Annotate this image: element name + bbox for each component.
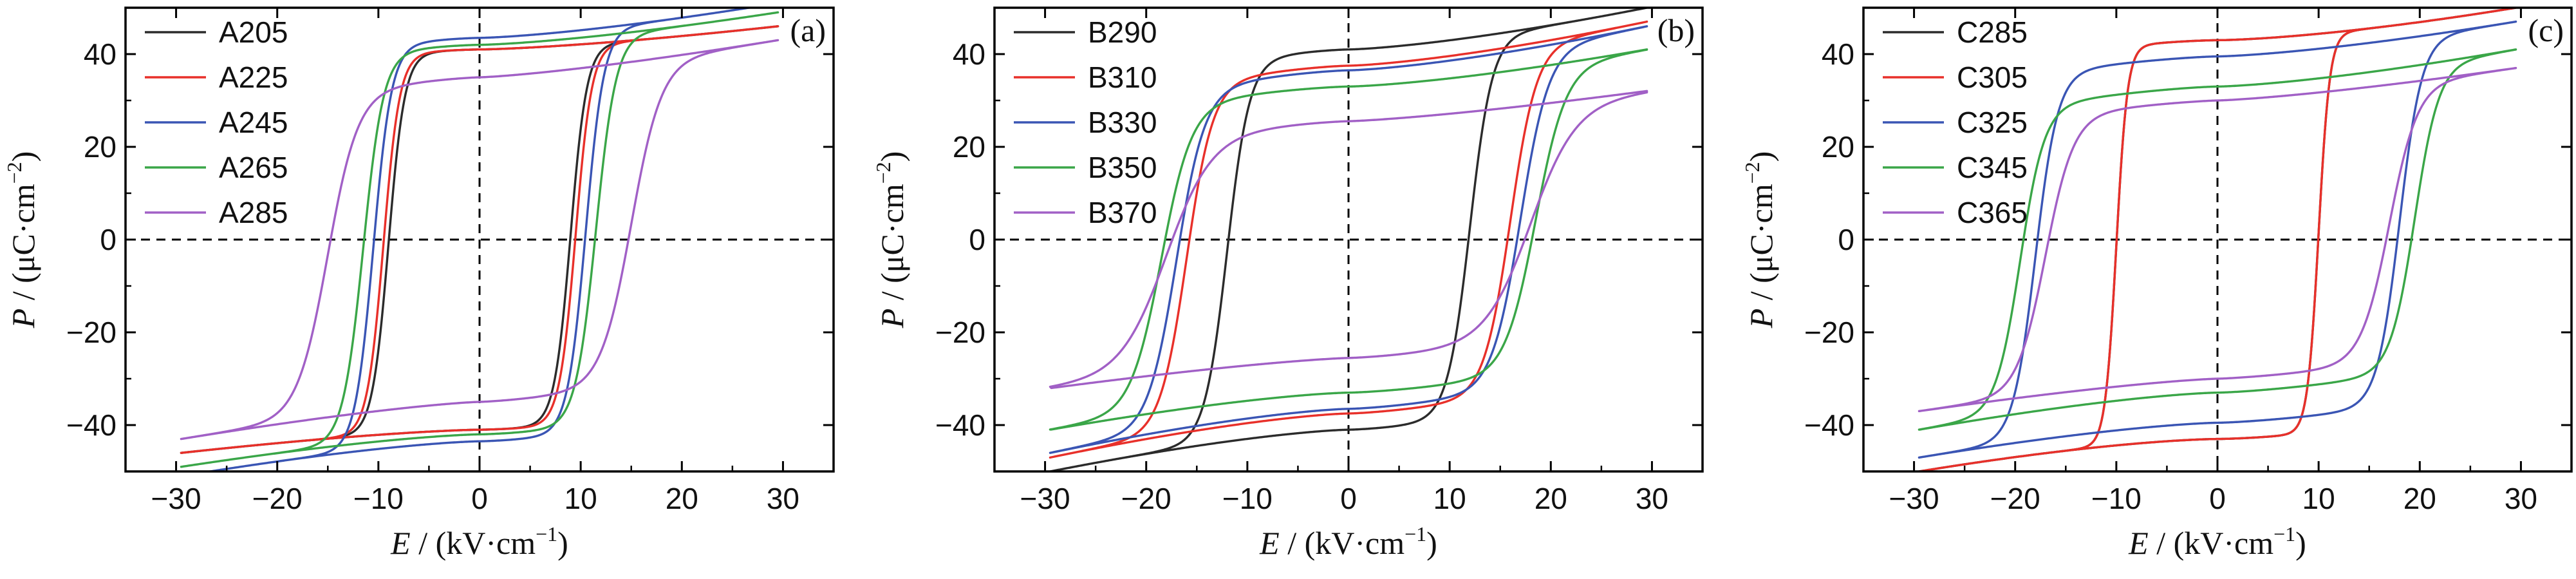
legend-label: C285 bbox=[1957, 15, 2028, 49]
x-axis-title: E / (kV·cm−1) bbox=[1259, 522, 1437, 561]
series-line-a225 bbox=[180, 25, 779, 454]
panel-3: −30 −20 −10 0 10 20 30 −40 −20 0 20 40 E / (kV·cm−1)… bbox=[1741, 6, 2573, 561]
x-tick-label: 30 bbox=[2505, 482, 2537, 515]
x-tick-label: 0 bbox=[2209, 482, 2226, 515]
series-line-c325 bbox=[1918, 20, 2517, 459]
legend: C285 C305 C325 C345 C365 bbox=[1883, 15, 2028, 229]
series-line-b290 bbox=[1049, 8, 1648, 471]
x-tick-label: 20 bbox=[666, 482, 698, 515]
y-tick-label: 0 bbox=[1838, 223, 1854, 256]
legend-label: A285 bbox=[219, 196, 288, 229]
legend-label: B290 bbox=[1088, 15, 1157, 49]
legend-label: C345 bbox=[1957, 151, 2028, 184]
series-group bbox=[180, 8, 779, 471]
legend-label: A265 bbox=[219, 151, 288, 184]
y-tick-label: −40 bbox=[1804, 408, 1854, 442]
y-tick-label: −20 bbox=[1804, 316, 1854, 349]
y-tick-label: −40 bbox=[66, 408, 117, 442]
x-tick-label: −10 bbox=[353, 482, 404, 515]
y-tick-label: 20 bbox=[1822, 130, 1854, 164]
x-tick-label: −30 bbox=[1020, 482, 1070, 515]
x-tick-label: 20 bbox=[2403, 482, 2436, 515]
x-tick-label: 10 bbox=[2302, 482, 2335, 515]
x-tick-label: 30 bbox=[1636, 482, 1668, 515]
series-line-c365 bbox=[1918, 66, 2517, 413]
legend-label: A205 bbox=[219, 15, 288, 49]
y-tick-label: −20 bbox=[66, 316, 117, 349]
y-tick-label: 40 bbox=[84, 37, 117, 71]
panel-label: (c) bbox=[2528, 12, 2564, 48]
series-line-a285 bbox=[180, 39, 779, 441]
y-tick-label: −20 bbox=[935, 316, 985, 349]
x-tick-label: 10 bbox=[1433, 482, 1466, 515]
legend-label: C365 bbox=[1957, 196, 2028, 229]
x-tick-label: 0 bbox=[1340, 482, 1357, 515]
x-tick-label: −20 bbox=[1121, 482, 1171, 515]
y-tick-label: 0 bbox=[100, 223, 117, 256]
y-axis-title: P / (μC·cm−2) bbox=[872, 151, 910, 329]
y-tick-label: 0 bbox=[969, 223, 985, 256]
legend-label: C325 bbox=[1957, 106, 2028, 139]
panel-label: (b) bbox=[1657, 12, 1695, 48]
x-tick-label: 0 bbox=[471, 482, 488, 515]
panel-1: −30 −20 −10 0 10 20 30 −40 −20 0 20 40 E / (kV·cm−1)… bbox=[3, 6, 835, 561]
x-axis-title: E / (kV·cm−1) bbox=[2128, 522, 2306, 561]
legend-label: B350 bbox=[1088, 151, 1157, 184]
series-line-c345 bbox=[1918, 48, 2517, 431]
series-group bbox=[1918, 8, 2517, 471]
series-line-b330 bbox=[1049, 25, 1648, 454]
x-tick-label: −20 bbox=[1990, 482, 2040, 515]
series-line-b310 bbox=[1049, 20, 1648, 459]
y-tick-label: 40 bbox=[1822, 37, 1854, 71]
panel-label: (a) bbox=[790, 12, 826, 48]
legend: A205 A225 A245 A265 A285 bbox=[145, 15, 288, 229]
series-line-b350 bbox=[1049, 48, 1648, 431]
legend-label: B330 bbox=[1088, 106, 1157, 139]
panel-2: −30 −20 −10 0 10 20 30 −40 −20 0 20 40 E / (kV·cm−1)… bbox=[872, 6, 1704, 561]
x-axis-title: E / (kV·cm−1) bbox=[390, 522, 568, 561]
x-tick-label: 20 bbox=[1535, 482, 1567, 515]
x-tick-label: −30 bbox=[1889, 482, 1939, 515]
x-tick-label: −20 bbox=[252, 482, 303, 515]
x-tick-label: −30 bbox=[151, 482, 201, 515]
legend-label: C305 bbox=[1957, 61, 2028, 94]
x-tick-label: 10 bbox=[565, 482, 597, 515]
series-group bbox=[1049, 8, 1648, 471]
legend-label: A225 bbox=[219, 61, 288, 94]
series-line-b370 bbox=[1049, 90, 1648, 390]
y-tick-label: 40 bbox=[953, 37, 985, 71]
y-tick-label: −40 bbox=[935, 408, 985, 442]
series-line-a265 bbox=[180, 11, 779, 468]
y-tick-label: 20 bbox=[84, 130, 117, 164]
series-line-c305 bbox=[1918, 8, 2517, 471]
legend-label: A245 bbox=[219, 106, 288, 139]
y-axis-title: P / (μC·cm−2) bbox=[1741, 151, 1779, 329]
legend: B290 B310 B330 B350 B370 bbox=[1014, 15, 1157, 229]
y-axis-title: P / (μC·cm−2) bbox=[3, 151, 41, 329]
series-line-a245 bbox=[203, 8, 756, 471]
legend-label: B370 bbox=[1088, 196, 1157, 229]
legend-label: B310 bbox=[1088, 61, 1157, 94]
x-tick-label: −10 bbox=[2091, 482, 2142, 515]
x-tick-label: −10 bbox=[1222, 482, 1273, 515]
y-tick-label: 20 bbox=[953, 130, 985, 164]
x-tick-label: 30 bbox=[767, 482, 799, 515]
